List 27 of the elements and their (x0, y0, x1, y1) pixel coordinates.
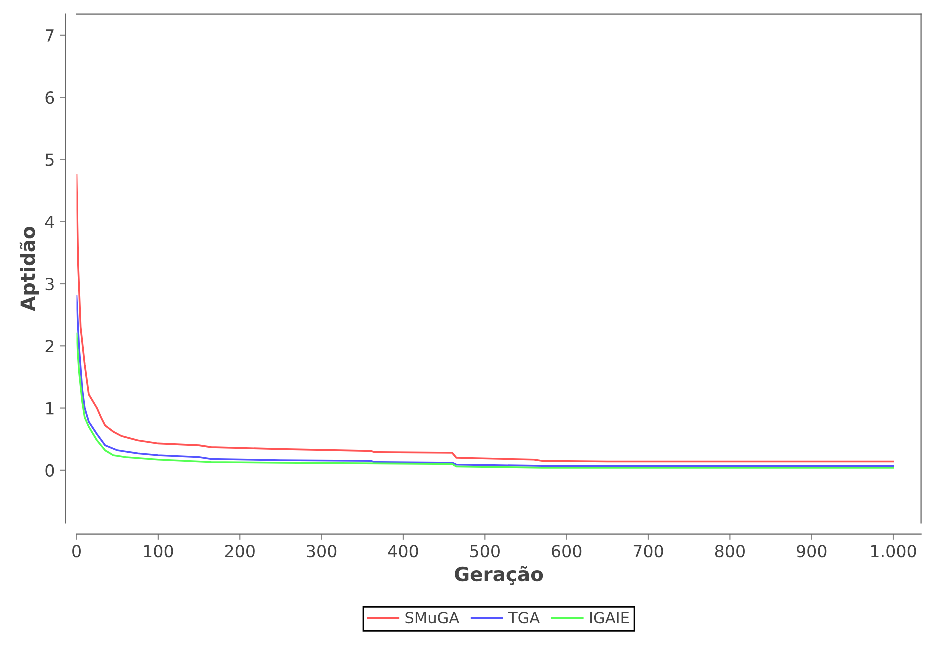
y-axis-title: Aptidão (20, 226, 40, 312)
x-tick-label: 600 (552, 545, 582, 558)
y-tick-label: 7 (46, 30, 54, 42)
x-tick-label: 400 (388, 545, 418, 558)
y-tick-label: 3 (46, 278, 54, 291)
x-tick-label: 300 (307, 545, 337, 558)
line-series (76, 174, 894, 463)
x-tick-label: 0 (72, 545, 81, 558)
x-tick-label: 700 (634, 545, 664, 558)
y-tick-label: 0 (46, 464, 54, 477)
legend-label: IGAIE (590, 612, 629, 624)
y-tick-label: 1 (46, 402, 54, 415)
x-tick-label: 200 (225, 545, 255, 558)
x-tick-label: 100 (144, 545, 174, 558)
x-tick-label: 500 (470, 545, 500, 558)
x-tick-label: 1.000 (872, 545, 916, 558)
y-tick-label: 4 (45, 216, 54, 228)
x-tick-label: 900 (797, 545, 827, 558)
y-tick-label: 2 (46, 340, 54, 352)
y-tick-label: 6 (46, 92, 54, 104)
x-tick-label: 800 (715, 545, 745, 558)
y-tick-label: 5 (46, 154, 54, 166)
line-series (76, 296, 894, 467)
legend-label: SMuGA (406, 612, 460, 624)
x-axis-title: Geração (455, 566, 544, 586)
line-series (76, 332, 894, 469)
legend-label: TGA (508, 612, 540, 624)
